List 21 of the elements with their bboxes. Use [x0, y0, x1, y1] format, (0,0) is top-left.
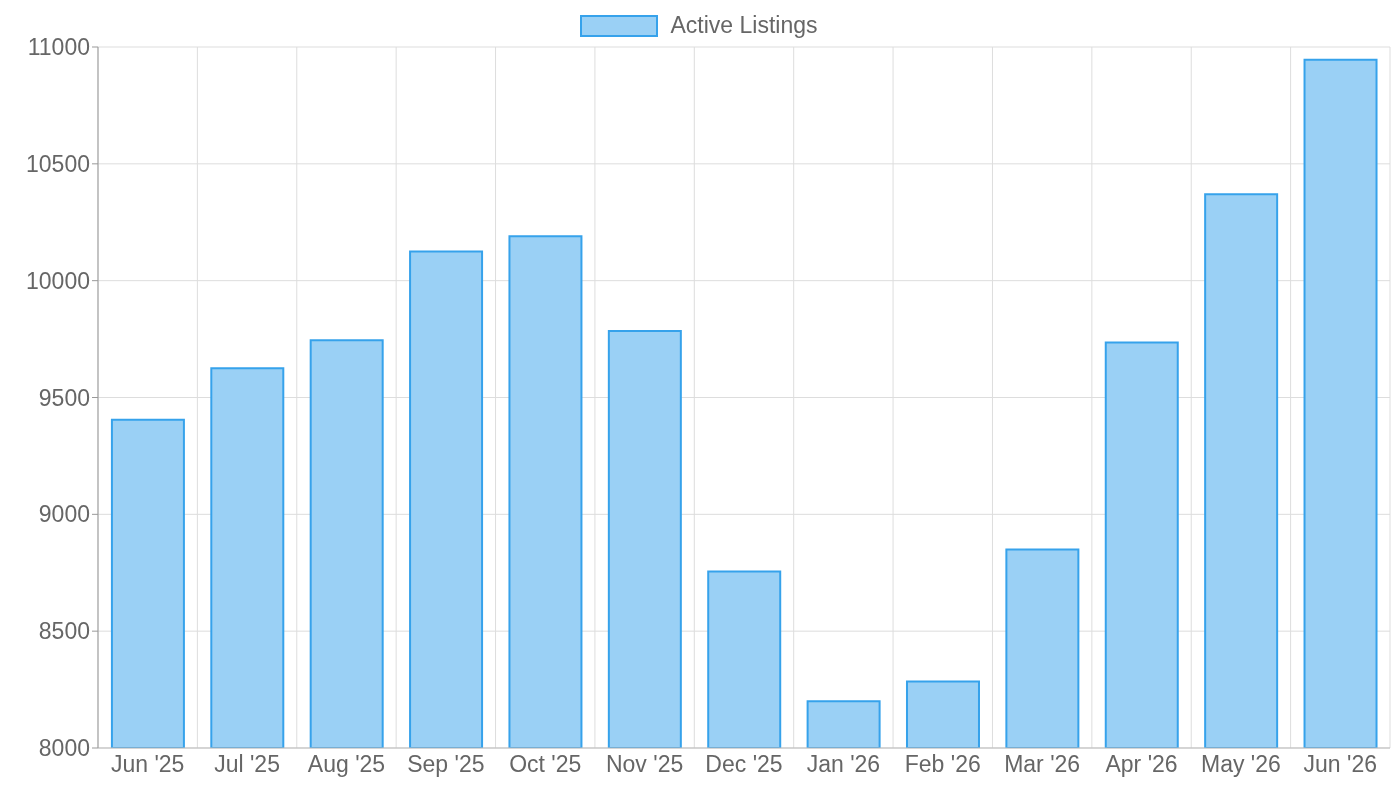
x-tick-label: Mar '26 — [1004, 751, 1081, 778]
y-tick-label: 9500 — [38, 384, 90, 411]
x-tick-label: Jan '26 — [806, 751, 881, 778]
y-tick-label: 10500 — [26, 151, 90, 177]
x-tick-label: Aug '25 — [307, 751, 386, 778]
y-tick-label: 8500 — [38, 618, 90, 645]
x-tick-label: Jun '25 — [110, 751, 185, 778]
x-tick-label: Dec '25 — [705, 751, 783, 778]
legend-label: Active Listings — [670, 12, 818, 39]
x-tick-label: Sep '25 — [407, 751, 485, 778]
y-tick-label: 9000 — [38, 501, 90, 528]
y-tick-label: 11000 — [27, 34, 90, 61]
x-tick-label: Apr '26 — [1105, 751, 1178, 778]
y-tick-label: 8000 — [38, 735, 90, 762]
x-tick-label: Feb '26 — [904, 751, 981, 778]
x-tick-label: Oct '25 — [509, 751, 582, 778]
x-tick-label: Nov '25 — [605, 751, 684, 778]
x-tick-label: Jul '25 — [214, 751, 280, 778]
x-tick-label: May '26 — [1201, 751, 1281, 778]
x-tick-label: Jun '26 — [1303, 751, 1378, 778]
y-tick-label: 10000 — [26, 267, 90, 294]
